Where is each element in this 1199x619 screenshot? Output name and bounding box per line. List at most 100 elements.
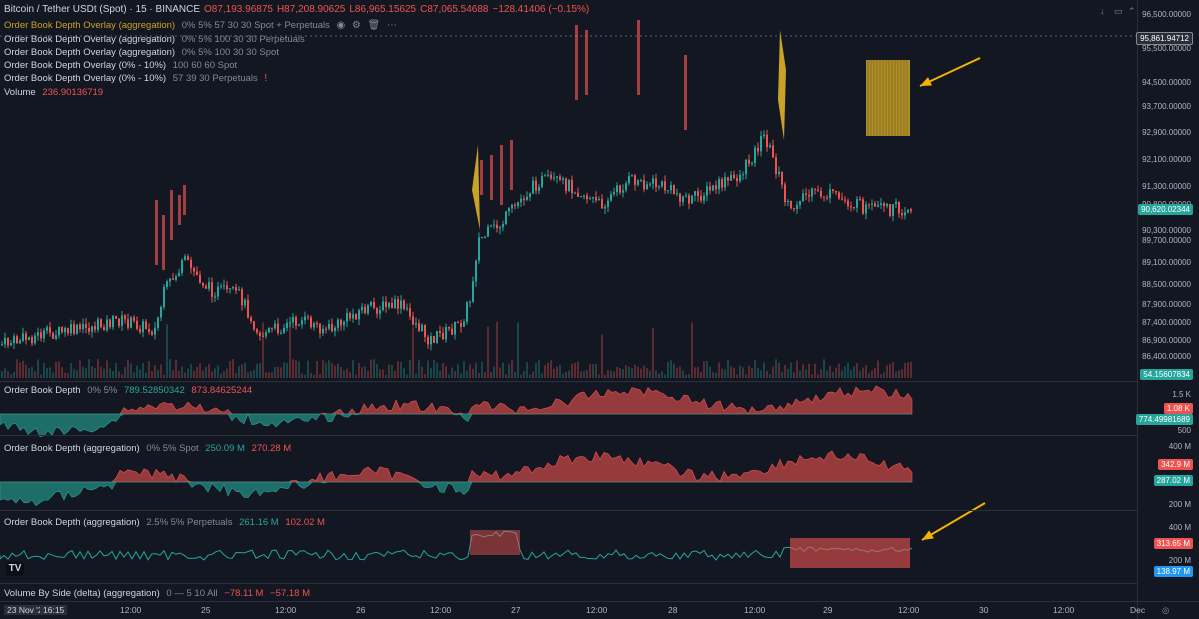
depth-overlay-bar (480, 160, 483, 195)
candle-body (550, 174, 552, 179)
arrow-down-icon[interactable]: ↓ (1100, 6, 1105, 16)
indicator-legend-2[interactable]: Order Book Depth Overlay (aggregation) 0… (4, 33, 305, 46)
volume-bar (424, 374, 426, 378)
volume-bar (412, 326, 414, 378)
indicator-legend-5[interactable]: Order Book Depth Overlay (0% - 10%) 57 3… (4, 72, 267, 85)
volume-bar (520, 374, 522, 378)
tradingview-logo[interactable]: TV (6, 562, 24, 576)
time-axis-label: 26 (356, 605, 366, 615)
candle-body (460, 323, 462, 327)
candle-body (277, 323, 279, 334)
candle-body (859, 198, 861, 200)
settings-icon[interactable]: ⚙ (351, 20, 361, 31)
pane-params: 0 — 5 10 All (166, 588, 218, 599)
candle-body (547, 174, 549, 176)
volume-bar (667, 362, 669, 378)
candle-body (427, 336, 429, 345)
candle-body (721, 179, 723, 188)
pane1-axis-bottom: 500 (1177, 426, 1191, 435)
volume-bar (829, 365, 831, 378)
candle-body (592, 197, 594, 199)
pane4-legend[interactable]: Volume By Side (delta) (aggregation) 0 —… (4, 587, 310, 600)
volume-bar (43, 363, 45, 378)
depth-overlay-bar (510, 140, 513, 190)
pane-separator-1[interactable] (0, 381, 1137, 382)
volume-bar (496, 321, 498, 378)
volume-bar (340, 366, 342, 378)
pane3-tag-blue: 138.97 M (1153, 566, 1193, 577)
candle-body (94, 326, 96, 330)
candle-body (814, 188, 816, 190)
pane1-tag-green: 774.49981689 (1135, 414, 1193, 425)
warning-icon[interactable]: ! (264, 73, 268, 84)
indicator-params: 0% 5% 100 30 30 Perpetuals (181, 34, 305, 45)
candle-body (379, 310, 381, 314)
pane-separator-2[interactable] (0, 435, 1137, 436)
volume-bar (436, 362, 438, 378)
pane1-legend[interactable]: Order Book Depth 0% 5% 789.52850342 873.… (4, 384, 252, 397)
trash-icon[interactable]: 🗑 (367, 20, 381, 31)
volume-bar (697, 366, 699, 378)
candle-body (325, 328, 327, 330)
candle-body (232, 287, 234, 289)
candle-body (214, 296, 216, 298)
pane3-legend[interactable]: Order Book Depth (aggregation) 2.5% 5% P… (4, 516, 325, 529)
candle-body (544, 175, 546, 177)
candle-body (58, 326, 60, 336)
candle-body (253, 321, 255, 330)
pane2-legend[interactable]: Order Book Depth (aggregation) 0% 5% Spo… (4, 442, 291, 455)
candle-body (442, 332, 444, 340)
volume-bar (193, 370, 195, 378)
volume-bar (328, 360, 330, 378)
candle-body (49, 327, 51, 334)
indicator-legend-3[interactable]: Order Book Depth Overlay (aggregation) 0… (4, 46, 279, 59)
indicator-legend-1[interactable]: Order Book Depth Overlay (aggregation) 0… (4, 19, 397, 32)
candle-body (250, 317, 252, 322)
volume-bar (493, 366, 495, 378)
settings-icon[interactable]: ◎ (1162, 605, 1170, 615)
volume-bar (538, 360, 540, 378)
volume-legend[interactable]: Volume 236.90136719 (4, 86, 103, 99)
pane-separator-4[interactable] (0, 583, 1137, 584)
maximize-icon[interactable]: ▭ (1114, 6, 1123, 16)
candle-body (298, 324, 300, 326)
volume-bar (502, 362, 504, 378)
symbol-title[interactable]: Bitcoin / Tether USDt (Spot) · 15 · BINA… (4, 4, 200, 15)
eye-icon[interactable]: ◉ (336, 20, 346, 31)
more-icon[interactable]: ⋯ (386, 20, 397, 31)
volume-bar (541, 373, 543, 378)
candle-body (541, 175, 543, 187)
candle-body (166, 281, 168, 288)
candle-body (802, 193, 804, 201)
volume-bar (736, 374, 738, 378)
volume-bar (805, 369, 807, 378)
volume-bar (367, 370, 369, 378)
candle-body (205, 285, 207, 289)
depth-overlay-bar (155, 200, 158, 265)
candle-body (505, 211, 507, 225)
volume-bar (46, 367, 48, 378)
volume-bar (772, 366, 774, 378)
indicator-params: 0% 5% 57 30 30 Spot + Perpetuals (181, 20, 330, 31)
price-axis-label: 95,500.00000 (1142, 44, 1191, 53)
candle-body (322, 328, 324, 334)
volume-bar (427, 360, 429, 378)
depth-overlay-yellow (778, 30, 786, 140)
candle-body (856, 198, 858, 208)
candle-body (397, 299, 399, 309)
price-axis-label: 87,900.00000 (1142, 300, 1191, 309)
candle-body (910, 209, 912, 212)
candle-body (490, 225, 492, 227)
collapse-icon[interactable]: ⌃ (1128, 6, 1136, 16)
candle-body (343, 321, 345, 326)
candle-body (190, 259, 192, 269)
candle-body (436, 330, 438, 343)
volume-bar (748, 365, 750, 378)
candle-body (532, 180, 534, 194)
candle-body (517, 202, 519, 206)
volume-bar (487, 326, 489, 378)
pane-separator-3[interactable] (0, 510, 1137, 511)
volume-bar (895, 371, 897, 378)
indicator-legend-4[interactable]: Order Book Depth Overlay (0% - 10%) 100 … (4, 59, 237, 72)
